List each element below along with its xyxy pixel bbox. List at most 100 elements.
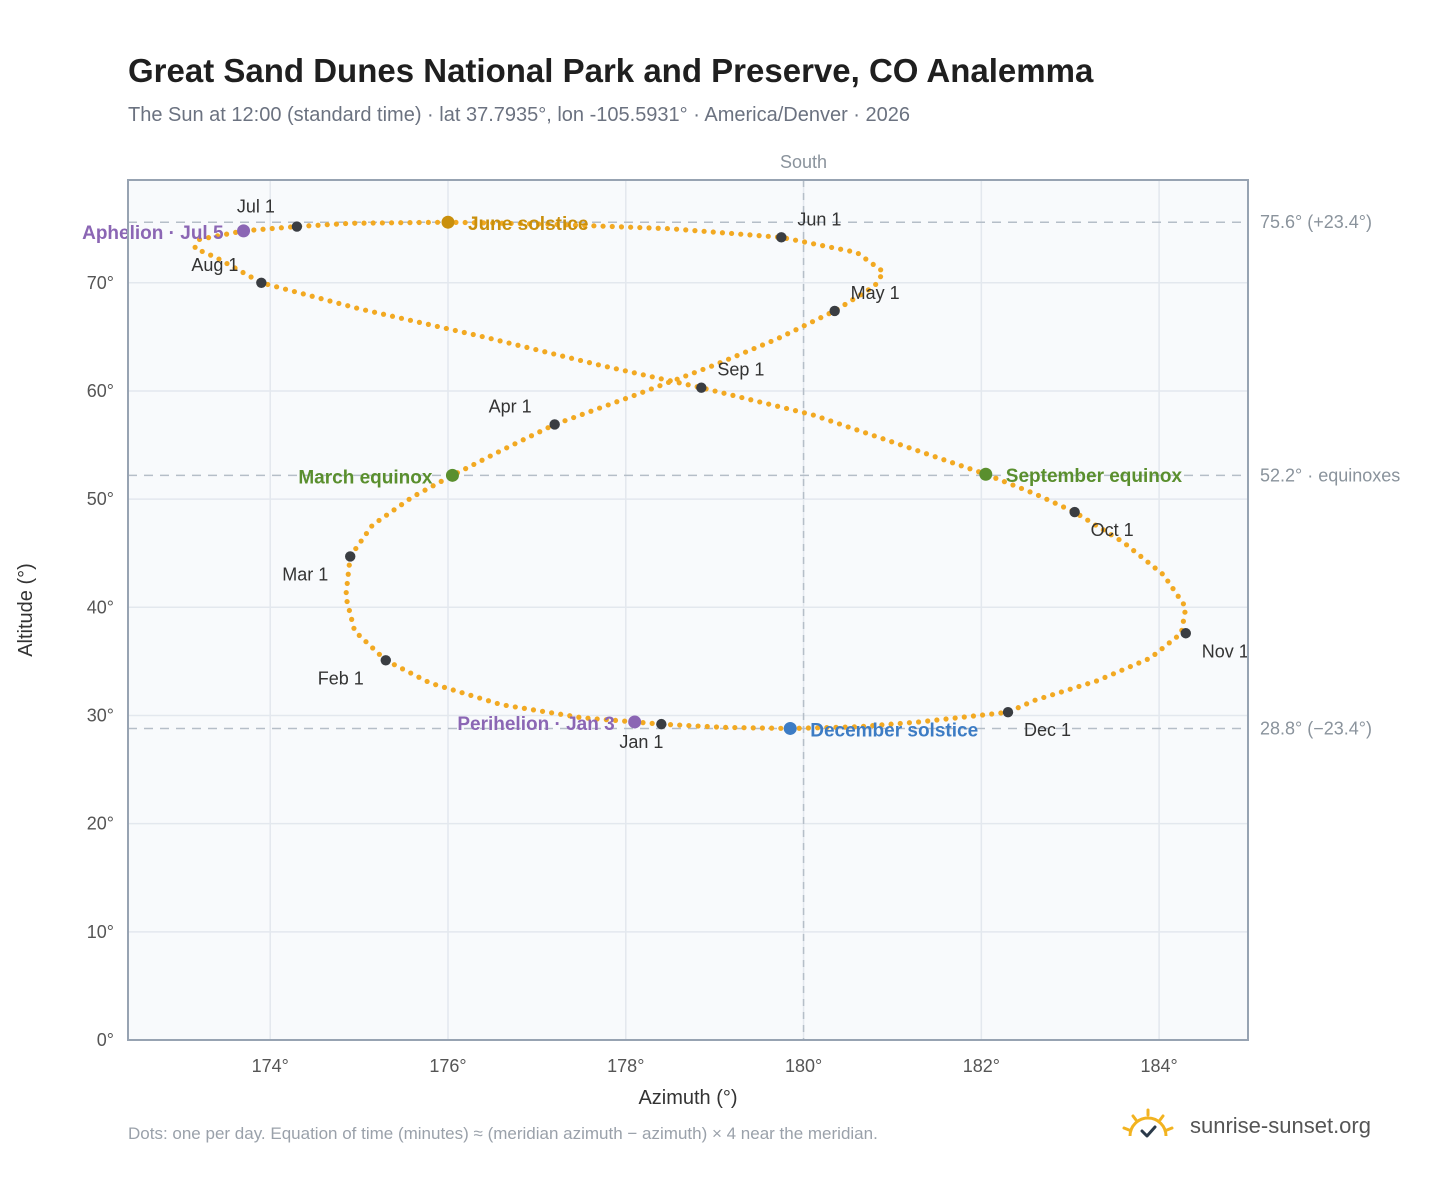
day-dot	[1180, 618, 1186, 624]
day-dot	[1145, 559, 1151, 565]
day-dot	[1173, 634, 1180, 640]
day-dot	[704, 723, 710, 730]
day-dot	[554, 221, 560, 228]
day-dot	[640, 372, 646, 378]
chart-title: Great Sand Dunes National Park and Prese…	[128, 52, 1094, 89]
day-dot	[695, 723, 701, 729]
day-dot	[648, 386, 654, 392]
day-dot	[906, 445, 912, 451]
day-dot	[422, 487, 428, 493]
day-dot	[488, 336, 494, 342]
day-dot	[836, 421, 843, 427]
day-dot	[941, 457, 947, 463]
day-dot	[414, 491, 420, 498]
day-dot	[327, 298, 333, 304]
daily-path	[192, 219, 1188, 732]
day-dot	[952, 715, 958, 721]
day-dot	[701, 228, 707, 234]
event-marker	[979, 467, 993, 481]
day-dot	[356, 632, 362, 639]
y-axis-title: Altitude (°)	[15, 563, 37, 657]
day-dot	[495, 449, 502, 455]
day-dot	[1180, 601, 1186, 607]
day-dot	[759, 725, 766, 731]
day-dot	[216, 256, 222, 262]
day-dot	[855, 250, 861, 257]
day-dot	[768, 338, 774, 345]
month-label: Mar 1	[282, 564, 328, 584]
day-dot	[468, 692, 474, 698]
day-dot	[398, 502, 405, 508]
day-dot	[306, 223, 312, 229]
day-dot	[487, 453, 493, 459]
day-dot	[499, 220, 505, 226]
month-label: Feb 1	[318, 668, 364, 688]
day-dot	[923, 451, 930, 457]
day-dot	[485, 698, 492, 704]
day-dot	[603, 717, 609, 723]
day-dot	[586, 360, 593, 366]
month-marker	[1002, 707, 1014, 718]
day-dot	[371, 309, 378, 315]
day-dot	[677, 722, 683, 728]
day-dot	[506, 340, 512, 346]
day-dot	[863, 256, 869, 262]
day-dot	[655, 225, 661, 231]
day-dot	[1119, 667, 1125, 673]
day-dot	[979, 712, 986, 718]
day-dot	[526, 221, 533, 227]
day-dot	[424, 678, 430, 685]
day-dot	[708, 363, 715, 369]
day-dot	[778, 725, 784, 731]
day-dot	[759, 342, 766, 348]
day-dot	[545, 425, 551, 431]
day-dot	[453, 219, 459, 225]
month-label: Sep 1	[717, 360, 764, 380]
day-dot	[479, 333, 485, 340]
day-dot	[521, 705, 527, 711]
day-dot	[407, 317, 414, 323]
day-dot	[351, 625, 357, 631]
day-dot	[336, 300, 342, 306]
month-marker	[696, 382, 707, 393]
day-dot	[551, 351, 557, 357]
day-dot	[459, 690, 465, 696]
day-dot	[873, 281, 879, 288]
day-dot	[524, 344, 530, 351]
day-dot	[1127, 663, 1133, 670]
day-dot	[870, 722, 876, 729]
day-dot	[801, 239, 808, 245]
day-dot	[358, 538, 364, 544]
day-dot	[512, 441, 518, 447]
day-dot	[343, 589, 349, 596]
day-dot	[344, 580, 350, 587]
day-dot	[291, 288, 298, 295]
day-dot	[425, 219, 431, 226]
x-axis-title: Azimuth (°)	[638, 1087, 737, 1109]
day-dot	[353, 545, 359, 552]
day-dot	[1015, 705, 1021, 711]
month-marker	[1180, 628, 1191, 639]
brand[interactable]: sunrise-sunset.org	[1120, 1104, 1371, 1148]
day-dot	[558, 711, 564, 717]
day-dot	[810, 412, 816, 418]
day-dot	[742, 349, 749, 355]
day-dot	[354, 305, 360, 311]
day-dot	[730, 392, 736, 398]
day-dot	[1131, 548, 1137, 554]
day-dot	[613, 366, 619, 372]
month-marker	[829, 305, 840, 317]
day-dot	[346, 562, 352, 568]
day-dot	[667, 722, 674, 728]
day-dot	[809, 319, 816, 325]
day-dot	[796, 725, 802, 731]
day-dot	[517, 221, 523, 227]
day-dot	[441, 684, 448, 690]
event-label: Aphelion · Jul 5	[82, 223, 224, 244]
day-dot	[691, 370, 697, 376]
brand-name[interactable]: sunrise-sunset.org	[1190, 1113, 1371, 1138]
day-dot	[820, 243, 826, 249]
x-tick-label: 174°	[252, 1056, 289, 1076]
month-label: Jun 1	[797, 209, 841, 229]
